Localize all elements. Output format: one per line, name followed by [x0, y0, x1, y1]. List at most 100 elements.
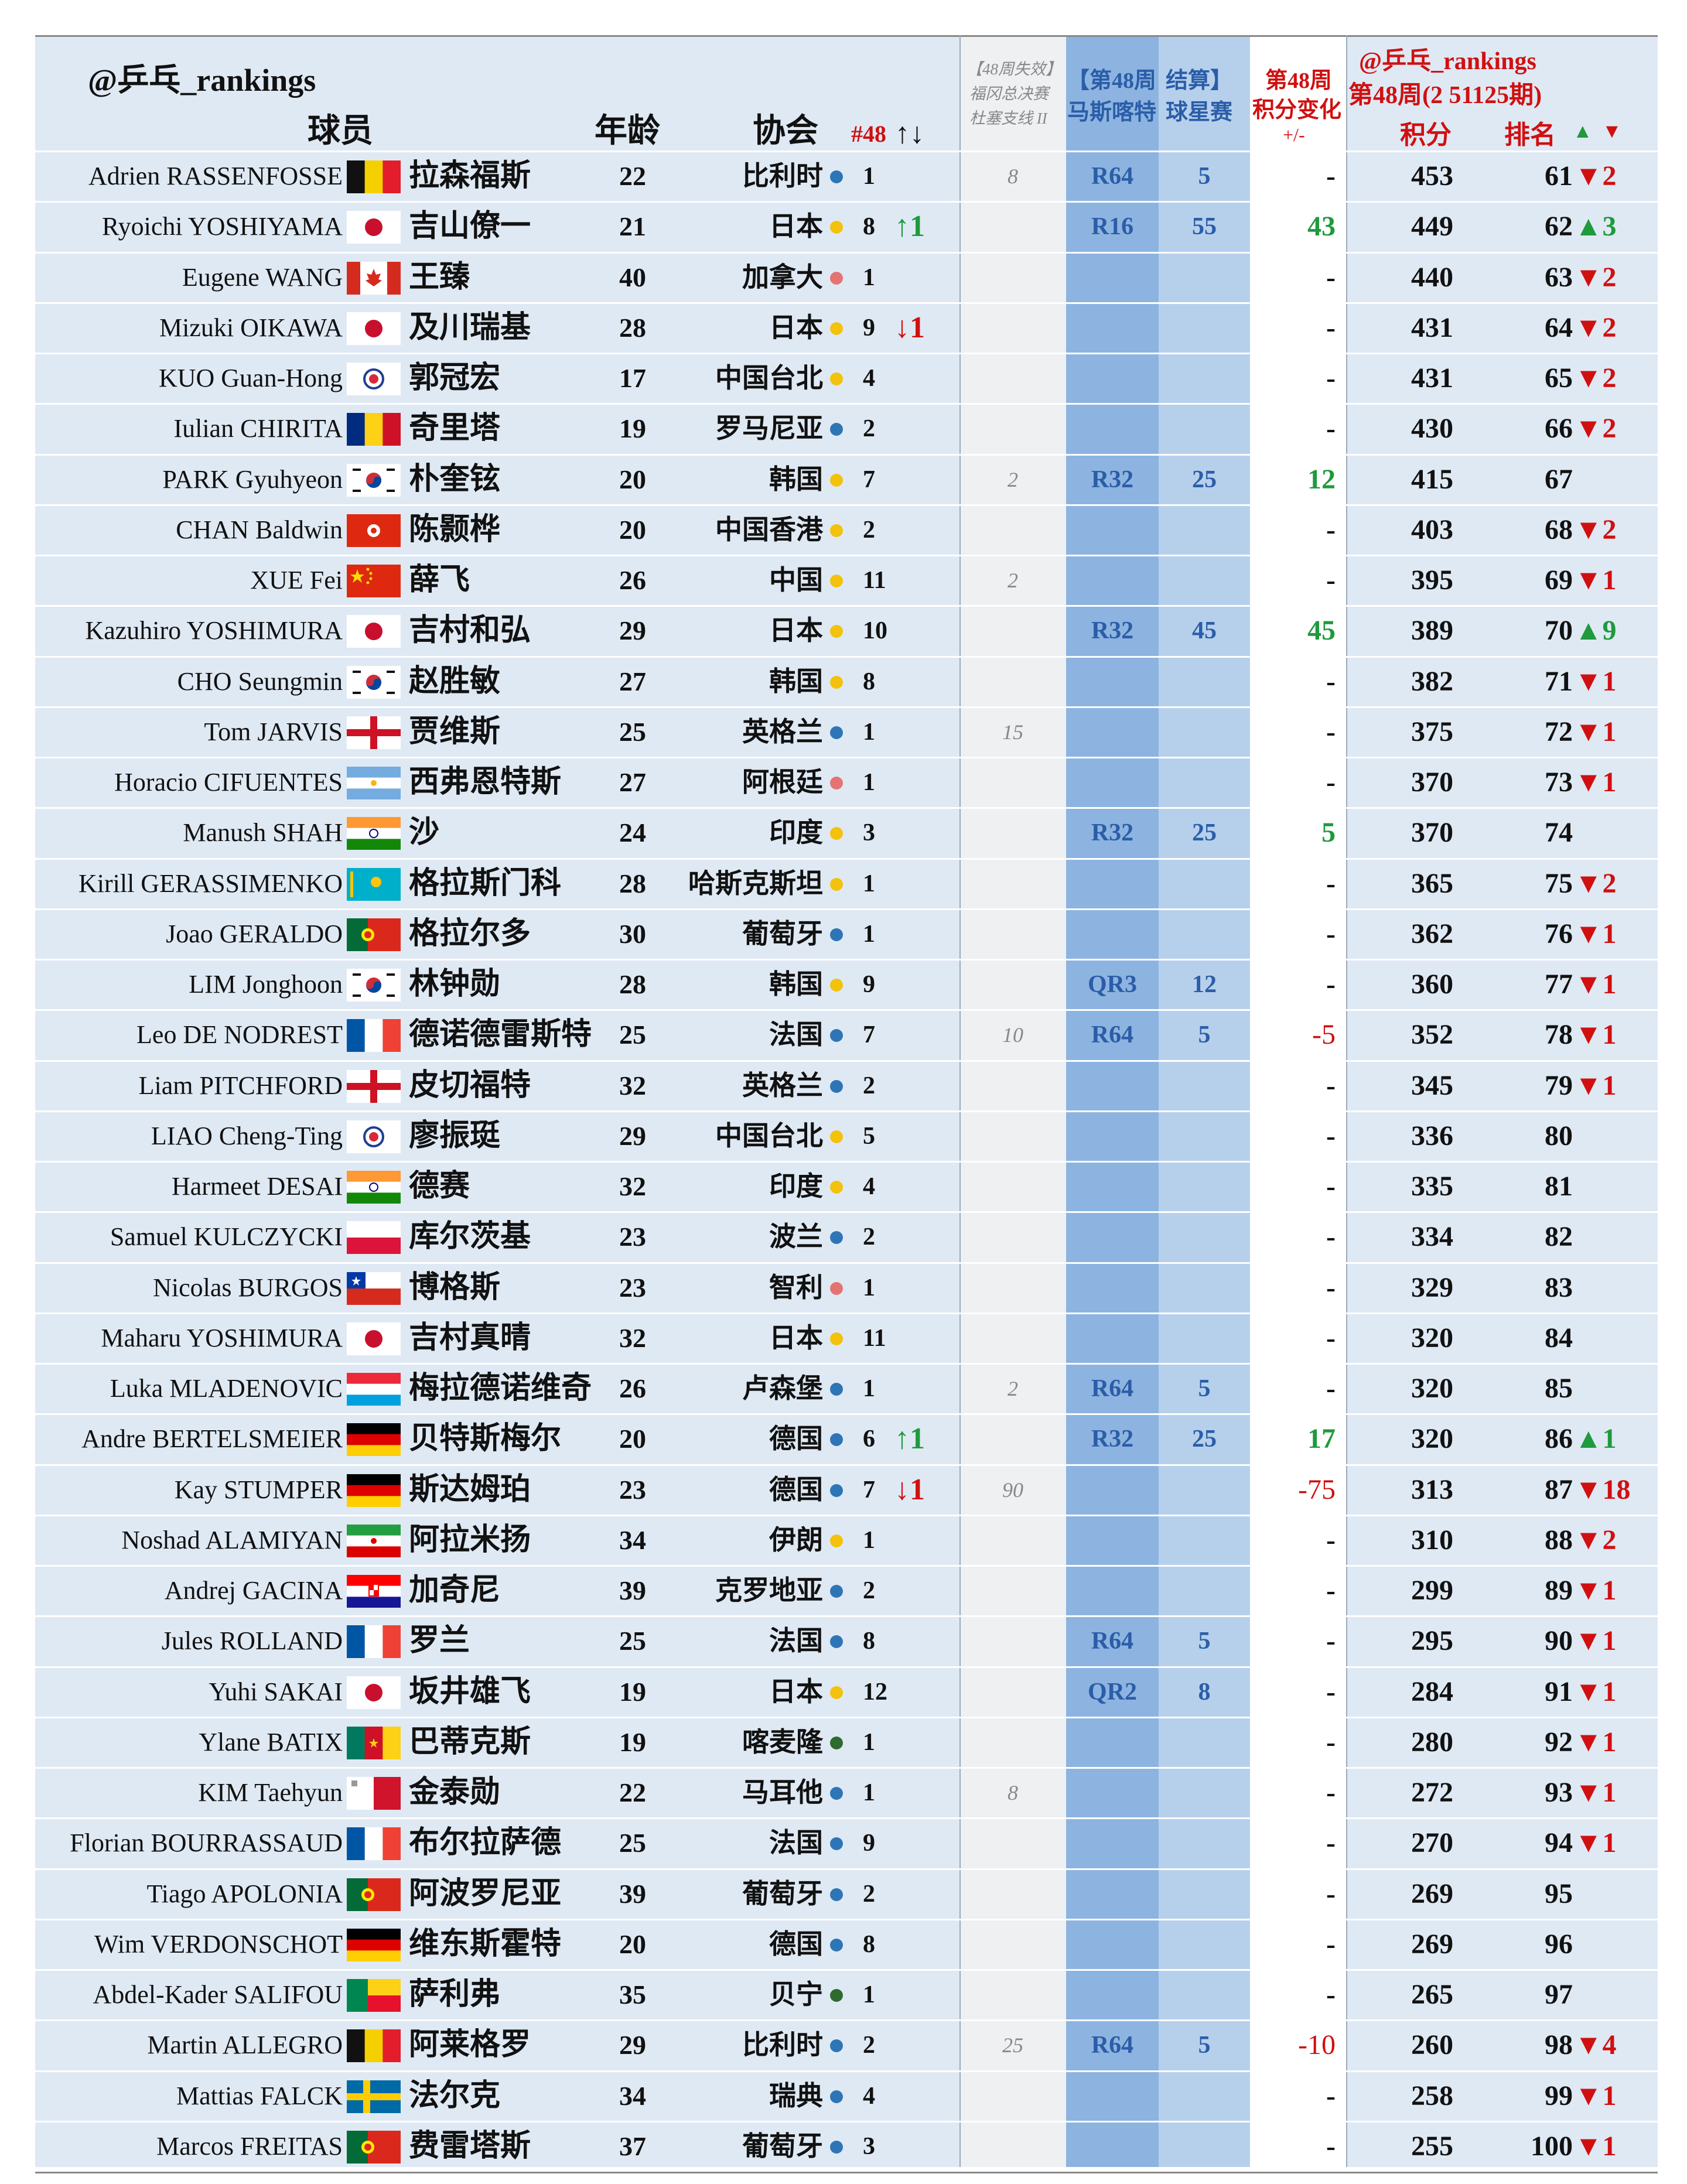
- fukuoka-expired-points: [959, 1869, 1066, 1919]
- player-name-en: Mizuki OIKAWA: [159, 313, 343, 342]
- tournament-points: [1159, 404, 1250, 454]
- ranking-points: 370: [1411, 767, 1453, 798]
- player-name-en: Jules ROLLAND: [161, 1626, 343, 1656]
- association-name: 韩国: [769, 464, 823, 494]
- player-name-cn: 贾维斯: [409, 715, 501, 748]
- row-divider: [35, 605, 1658, 607]
- benin-flag: [347, 1979, 401, 2012]
- ranking-points: 334: [1411, 1221, 1453, 1253]
- ranking-points: 310: [1411, 1524, 1453, 1556]
- fukuoka-expired-points: [959, 1616, 1066, 1666]
- col-header-association: 协会: [753, 113, 818, 149]
- points-change: -: [1326, 1322, 1336, 1354]
- fukuoka-expired-points: [959, 606, 1066, 656]
- world-rank: 95: [1545, 1878, 1573, 1909]
- player-name-cn: 库尔茨基: [409, 1220, 531, 1254]
- points-change: -: [1326, 1878, 1336, 1909]
- cameroon-flag: [347, 1726, 401, 1759]
- rank-down-arrow-icon: ▼: [1602, 121, 1622, 142]
- national-rank: 3: [863, 819, 875, 847]
- region-dot-icon: [830, 1079, 843, 1093]
- chinese-taipei-flag: [347, 363, 401, 395]
- ranking-handle: @乒乓_rankings: [1359, 48, 1536, 75]
- table-row: Ryoichi YOSHIYAMA 吉山僚一 21 日本 8 ↑1 R16 55 43 449 62…: [0, 201, 1687, 252]
- national-rank: 3: [863, 2132, 875, 2160]
- points-change: -: [1326, 1120, 1336, 1151]
- region-dot-icon: [830, 1231, 843, 1245]
- tournament-points: [1159, 1717, 1250, 1768]
- tournament-points: [1159, 555, 1250, 606]
- fukuoka-expired-points: [959, 201, 1066, 252]
- association-name: 罗马尼亚: [715, 413, 823, 444]
- player-age: 39: [619, 1878, 646, 1909]
- tournament-points: [1159, 1263, 1250, 1313]
- tournament-points: 45: [1192, 617, 1217, 645]
- korea-flag: [347, 969, 401, 1002]
- association-name: 中国香港: [715, 514, 823, 545]
- national-rank: 12: [863, 1678, 887, 1705]
- row-divider: [35, 706, 1658, 708]
- national-rank: 1: [863, 1728, 875, 1756]
- row-divider: [35, 959, 1658, 961]
- table-row: Tiago APOLONIA 阿波罗尼亚 39 葡萄牙 2 - 269 95: [0, 1869, 1687, 1919]
- national-rank: 1: [863, 264, 875, 291]
- tournament-round: R16: [1091, 213, 1134, 241]
- korea-flag: [347, 463, 401, 497]
- association-name: 日本: [769, 1322, 823, 1353]
- player-age: 25: [619, 1020, 646, 1050]
- region-dot-icon: [830, 1281, 843, 1295]
- france-flag: [347, 1625, 401, 1659]
- player-age: 23: [619, 1272, 646, 1303]
- player-name-cn: 巴蒂克斯: [409, 1725, 531, 1759]
- player-name-en: CHO Seungmin: [177, 667, 343, 696]
- player-name-en: CHAN Baldwin: [176, 515, 343, 544]
- fukuoka-expired-points: [959, 252, 1066, 303]
- rank-move: ▼2: [1575, 867, 1617, 899]
- table-row: Manush SHAH 沙 24 印度 3 R32 25 5 370 74: [0, 808, 1687, 858]
- tournament-round: R64: [1091, 1375, 1134, 1402]
- tournament-round: [1066, 2121, 1159, 2172]
- world-rank: 75: [1545, 867, 1573, 899]
- national-rank: 9: [863, 971, 875, 998]
- association-name: 德国: [769, 1424, 823, 1454]
- tournament-round: QR2: [1088, 1678, 1137, 1705]
- chile-flag: [347, 1272, 401, 1305]
- fukuoka-expired-points: [959, 1111, 1066, 1161]
- region-dot-icon: [830, 2090, 843, 2103]
- fukuoka-expired-points: 10: [1002, 1023, 1023, 1047]
- korea-flag: [347, 665, 401, 699]
- player-age: 37: [619, 2131, 646, 2161]
- table-row: Ylane BATIX 巴蒂克斯 19 喀麦隆 1 - 280 92 ▼1: [0, 1717, 1687, 1768]
- tournament-points-band: [1159, 35, 1250, 2167]
- tournament-points: [1159, 2071, 1250, 2121]
- fukuoka-expired-points: 8: [1008, 165, 1018, 188]
- row-divider: [35, 201, 1658, 203]
- tournament-round: [1066, 1313, 1159, 1363]
- player-name-en: Iulian CHIRITA: [173, 414, 343, 443]
- player-age: 29: [619, 2030, 646, 2060]
- rank-move: ▼1: [1575, 918, 1617, 949]
- player-age: 32: [619, 1171, 646, 1201]
- national-rank: 11: [863, 567, 886, 594]
- ranking-points: 382: [1411, 665, 1453, 697]
- player-age: 26: [619, 1373, 646, 1403]
- tournament-points: [1159, 2121, 1250, 2172]
- japan-flag: [347, 312, 401, 345]
- ranking-points: 362: [1411, 918, 1453, 949]
- points-change: -: [1326, 1979, 1336, 2010]
- national-rank: 6: [863, 1426, 875, 1453]
- association-name: 中国: [769, 565, 823, 595]
- row-divider: [35, 2070, 1658, 2072]
- region-dot-icon: [830, 473, 843, 487]
- tournament-points: [1159, 1313, 1250, 1363]
- player-name-cn: 金泰勋: [409, 1776, 501, 1809]
- player-name-en: PARK Gyuhyeon: [162, 464, 343, 494]
- col-header-age: 年龄: [595, 113, 660, 149]
- tournament-points: [1159, 505, 1250, 555]
- fukuoka-column-band: [959, 35, 1066, 2167]
- region-dot-icon: [830, 1736, 843, 1749]
- row-divider: [35, 1615, 1658, 1618]
- tournament-points: [1159, 1768, 1250, 1818]
- tournament-round: [1066, 1566, 1159, 1616]
- player-name-en: Tom JARVIS: [204, 717, 343, 746]
